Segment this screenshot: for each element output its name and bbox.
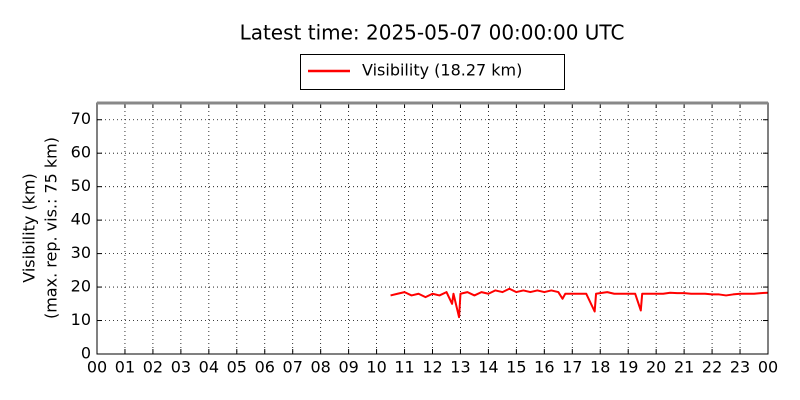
chart-title: Latest time: 2025-05-07 00:00:00 UTC (240, 21, 625, 45)
x-tick-label: 15 (506, 358, 526, 377)
x-tick-label: 01 (115, 358, 135, 377)
x-tick-label: 07 (283, 358, 303, 377)
x-tick-label: 21 (674, 358, 694, 377)
x-tick-label: 19 (618, 358, 638, 377)
y-tick-label: 30 (71, 243, 91, 262)
y-axis-label: (max. rep. vis.: 75 km) (42, 137, 61, 319)
y-tick-label: 0 (81, 344, 91, 363)
x-tick-label: 20 (646, 358, 666, 377)
x-tick-label: 16 (534, 358, 554, 377)
series-line (390, 287, 769, 319)
x-tick-label: 02 (143, 358, 163, 377)
x-tick-label: 04 (199, 358, 219, 377)
x-tick-label: 00 (758, 358, 778, 377)
x-tick-label: 17 (562, 358, 582, 377)
y-tick-label: 10 (71, 310, 91, 329)
x-tick-label: 18 (590, 358, 610, 377)
x-tick-label: 13 (450, 358, 470, 377)
x-tick-label: 03 (171, 358, 191, 377)
x-tick-label: 11 (394, 358, 414, 377)
x-tick-label: 06 (255, 358, 275, 377)
x-tick-label: 08 (310, 358, 330, 377)
x-tick-label: 12 (422, 358, 442, 377)
x-tick-label: 22 (702, 358, 722, 377)
x-tick-label: 05 (227, 358, 247, 377)
x-tick-label: 14 (478, 358, 498, 377)
y-tick-label: 70 (71, 109, 91, 128)
x-tick-label: 09 (338, 358, 358, 377)
y-tick-label: 40 (71, 210, 91, 229)
plot-frame (96, 102, 769, 355)
y-tick-label: 20 (71, 277, 91, 296)
y-axis-label: Visibility (km) (20, 173, 39, 282)
x-tick-label: 00 (87, 358, 107, 377)
y-tick-label: 50 (71, 176, 91, 195)
x-tick-label: 10 (366, 358, 386, 377)
y-tick-label: 60 (71, 143, 91, 162)
legend-label: Visibility (18.27 km) (362, 61, 522, 80)
x-tick-label: 23 (730, 358, 750, 377)
